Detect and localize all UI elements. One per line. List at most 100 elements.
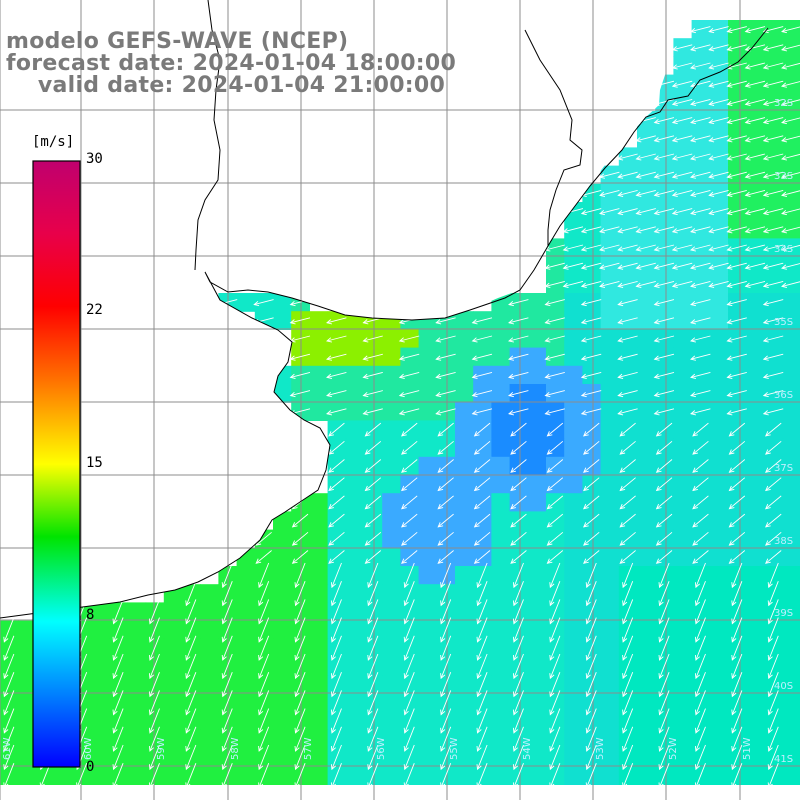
field-cell (564, 347, 583, 367)
wind-arrow (656, 495, 673, 510)
wind-arrow (328, 531, 345, 546)
wind-arrow-head (326, 337, 332, 343)
wind-arrow (729, 550, 746, 564)
wind-arrow-head (617, 300, 624, 307)
field-cell (418, 384, 438, 403)
field-cell (200, 675, 219, 694)
field-cell (200, 584, 219, 603)
wind-arrow-head (476, 745, 482, 752)
wind-arrow-head (549, 618, 555, 625)
wind-arrow-head (440, 691, 446, 698)
wind-arrow (731, 653, 743, 679)
wind-arrow-head (364, 431, 371, 437)
wind-arrow-head (364, 467, 371, 473)
wind-arrow (149, 763, 160, 788)
field-cell (746, 547, 765, 567)
wind-arrow (545, 335, 565, 342)
field-cell (91, 693, 110, 713)
wind-arrow-head (692, 467, 698, 473)
colorbar-unit: [m/s] (32, 134, 75, 150)
wind-arrow-head (671, 282, 678, 288)
wind-arrow (258, 690, 270, 715)
field-cell (418, 329, 438, 349)
wind-arrow-head (617, 264, 624, 270)
wind-arrow (581, 390, 602, 397)
wind-arrow (513, 763, 524, 788)
field-cell (418, 493, 438, 512)
wind-arrow (472, 408, 493, 415)
wind-arrow-head (398, 355, 405, 361)
wind-arrow-head (583, 522, 589, 528)
wind-arrow-head (690, 300, 696, 307)
field-cell (746, 365, 765, 385)
field-cell (127, 766, 147, 785)
wind-arrow (781, 208, 800, 215)
field-cell (200, 602, 219, 622)
field-cell (455, 693, 474, 713)
wind-arrow-head (258, 709, 264, 716)
wind-arrow-head (148, 782, 154, 789)
wind-arrow (510, 440, 527, 455)
wind-arrow-head (510, 540, 516, 546)
field-cell (491, 584, 511, 603)
wind-arrow-head (585, 636, 591, 643)
field-cell (673, 693, 693, 713)
wind-arrow-head (294, 618, 300, 625)
field-cell (236, 602, 256, 622)
wind-arrow-head (512, 673, 518, 680)
wind-arrow (185, 635, 197, 661)
wind-arrow (768, 617, 779, 642)
field-cell (309, 675, 329, 694)
longitude-label: 57W (303, 737, 314, 760)
wind-arrow (510, 477, 527, 491)
field-cell (746, 638, 765, 658)
wind-arrow (113, 599, 124, 624)
field-cell (418, 638, 438, 658)
wind-arrow-head (512, 764, 518, 771)
wind-arrow (622, 599, 634, 624)
wind-arrow-head (549, 709, 555, 716)
wind-arrow (659, 726, 670, 752)
wind-arrow (254, 299, 274, 306)
wind-arrow-head (258, 582, 264, 589)
field-cell (127, 657, 147, 676)
field-cell (491, 529, 511, 549)
wind-arrow-head (549, 764, 555, 771)
wind-arrow (477, 763, 488, 788)
wind-arrow (619, 550, 636, 564)
wind-arrow-head (658, 727, 664, 734)
field-cell (782, 748, 800, 767)
wind-arrow (586, 744, 597, 770)
wind-arrow (690, 353, 711, 360)
field-cell (345, 711, 365, 731)
wind-arrow-head (294, 764, 300, 771)
wind-arrow-head (476, 727, 482, 734)
wind-arrow-head (617, 355, 624, 361)
field-cell (782, 529, 800, 549)
wind-arrow-head (546, 449, 553, 455)
field-cell (382, 547, 401, 567)
field-cell (345, 748, 365, 767)
wind-arrow (727, 208, 747, 215)
wind-arrow (727, 44, 747, 51)
wind-arrow-head (694, 654, 700, 661)
wind-arrow (695, 726, 706, 752)
wind-arrow-head (617, 391, 624, 398)
wind-arrow-head (655, 522, 662, 528)
wind-arrow-head (762, 209, 769, 216)
wind-arrow-head (708, 264, 715, 270)
wind-arrow (727, 244, 747, 251)
wind-arrow (765, 477, 782, 491)
wind-arrow (547, 495, 564, 510)
wind-arrow-head (326, 373, 332, 379)
field-cell (309, 402, 329, 421)
wind-arrow-head (544, 373, 551, 379)
field-cell (564, 602, 583, 622)
wind-arrow-head (512, 582, 518, 589)
wind-arrow-head (76, 782, 82, 789)
wind-arrow-head (622, 691, 628, 698)
wind-arrow-head (398, 319, 405, 325)
wind-arrow (636, 280, 656, 287)
wind-arrow (295, 690, 306, 715)
